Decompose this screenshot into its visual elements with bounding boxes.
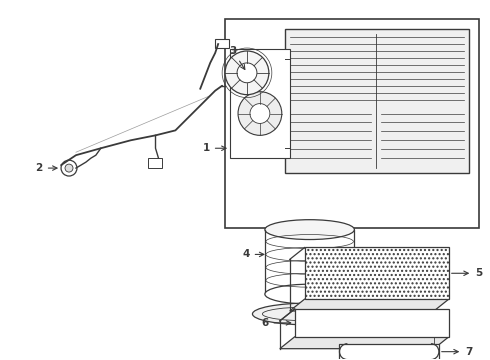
Circle shape [238,92,282,135]
Text: 5: 5 [452,268,482,278]
Text: 6: 6 [261,318,291,328]
Bar [230,49,290,158]
Ellipse shape [265,284,354,304]
Ellipse shape [252,303,367,325]
Bar [225,19,479,228]
Text: 4: 4 [243,249,264,260]
Polygon shape [290,299,449,311]
Text: 7: 7 [441,347,472,357]
Circle shape [65,164,73,172]
Bar [147,158,163,168]
Circle shape [250,104,270,123]
Text: 1: 1 [202,143,226,153]
Bar [305,247,449,299]
Bar [285,29,469,173]
Bar [294,309,449,337]
Bar [340,344,439,360]
Circle shape [237,63,257,83]
Circle shape [61,160,77,176]
Text: 2: 2 [36,163,57,173]
Polygon shape [280,337,449,349]
Circle shape [225,51,269,95]
Ellipse shape [265,220,354,239]
Bar [215,39,229,48]
Text: 3: 3 [229,46,245,69]
